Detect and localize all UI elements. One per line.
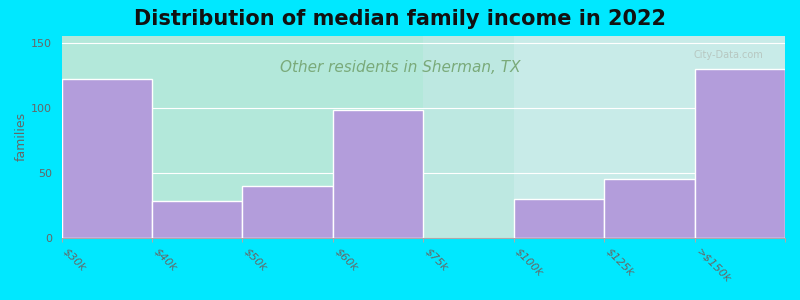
Bar [604,179,694,238]
Bar [152,201,242,238]
Bar [423,36,514,238]
Text: City-Data.com: City-Data.com [694,50,763,60]
Bar [694,68,785,238]
Bar [62,36,423,238]
Bar [514,199,604,238]
Bar [333,110,423,238]
Text: Other residents in Sherman, TX: Other residents in Sherman, TX [280,60,520,75]
Text: Distribution of median family income in 2022: Distribution of median family income in … [134,9,666,29]
Bar [514,36,785,238]
Bar [62,79,152,238]
Y-axis label: families: families [15,112,28,161]
Bar [242,185,333,238]
